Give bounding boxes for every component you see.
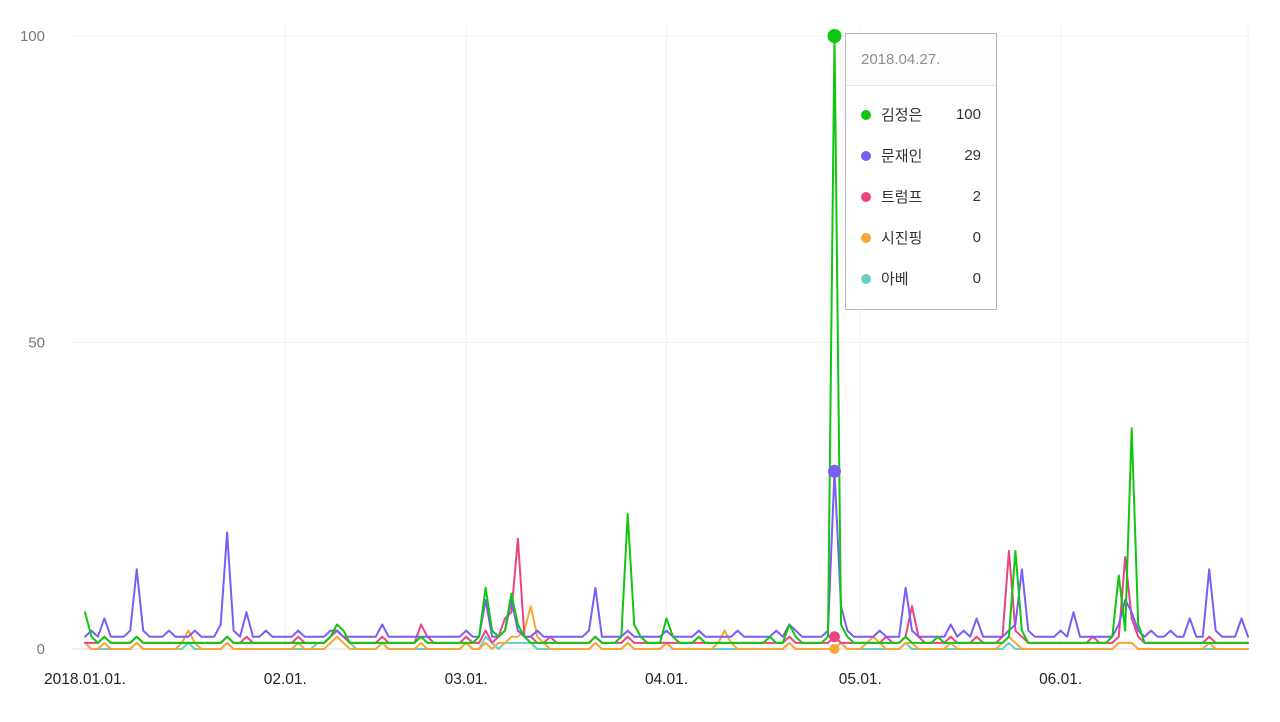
hover-marker-0 <box>827 29 842 43</box>
tooltip-row: 트럼프 2 <box>846 176 996 217</box>
series-color-dot <box>861 191 871 202</box>
tooltip-row: 시진핑 0 <box>846 217 996 258</box>
x-axis-label: 03.01. <box>445 671 488 688</box>
x-axis-label: 06.01. <box>1039 671 1082 688</box>
series-value: 29 <box>964 147 981 164</box>
x-axis-label: 2018.01.01. <box>44 671 126 688</box>
series-color-dot <box>861 232 871 243</box>
series-name: 문재인 <box>881 148 923 165</box>
x-axis-labels: 2018.01.01. 02.01. 03.01. 04.01. 05.01. 06.01… <box>44 671 1082 688</box>
series-line-0 <box>84 35 1249 644</box>
hover-marker-2 <box>828 631 840 643</box>
tooltip-row: 문재인 29 <box>846 135 996 176</box>
tooltip-date: 2018.04.27. <box>846 34 996 86</box>
series-name: 트럼프 <box>881 189 923 206</box>
series-value: 2 <box>972 188 981 205</box>
y-axis-label: 50 <box>28 335 45 352</box>
series-name: 시진핑 <box>881 230 923 247</box>
series-name: 김정은 <box>881 107 923 124</box>
series-color-dot <box>861 273 871 284</box>
y-axis-labels: 0 50 100 <box>20 28 45 658</box>
grid-lines <box>72 26 1250 650</box>
hover-markers <box>827 29 842 654</box>
series-lines <box>84 35 1249 650</box>
series-value: 0 <box>972 229 981 246</box>
x-axis-label: 05.01. <box>839 671 882 688</box>
hover-marker-3 <box>829 644 840 654</box>
x-axis-label: 02.01. <box>264 671 307 688</box>
hover-marker-1 <box>827 464 841 478</box>
tooltip-rows: 김정은 100 문재인 29 트럼프 2 시진핑 0 아베 0 <box>846 86 996 309</box>
series-line-1 <box>84 470 1249 638</box>
series-color-dot <box>861 150 871 161</box>
series-value: 100 <box>955 106 981 123</box>
series-color-dot <box>861 109 871 120</box>
y-axis-label: 100 <box>20 28 45 45</box>
tooltip-row: 김정은 100 <box>846 94 996 135</box>
tooltip-row: 아베 0 <box>846 258 996 299</box>
y-axis-label: 0 <box>37 641 45 658</box>
tooltip: 2018.04.27. 김정은 100 문재인 29 트럼프 2 시진핑 0 <box>845 33 997 310</box>
series-value: 0 <box>972 270 981 287</box>
x-axis-label: 04.01. <box>645 671 688 688</box>
series-name: 아베 <box>881 271 909 288</box>
